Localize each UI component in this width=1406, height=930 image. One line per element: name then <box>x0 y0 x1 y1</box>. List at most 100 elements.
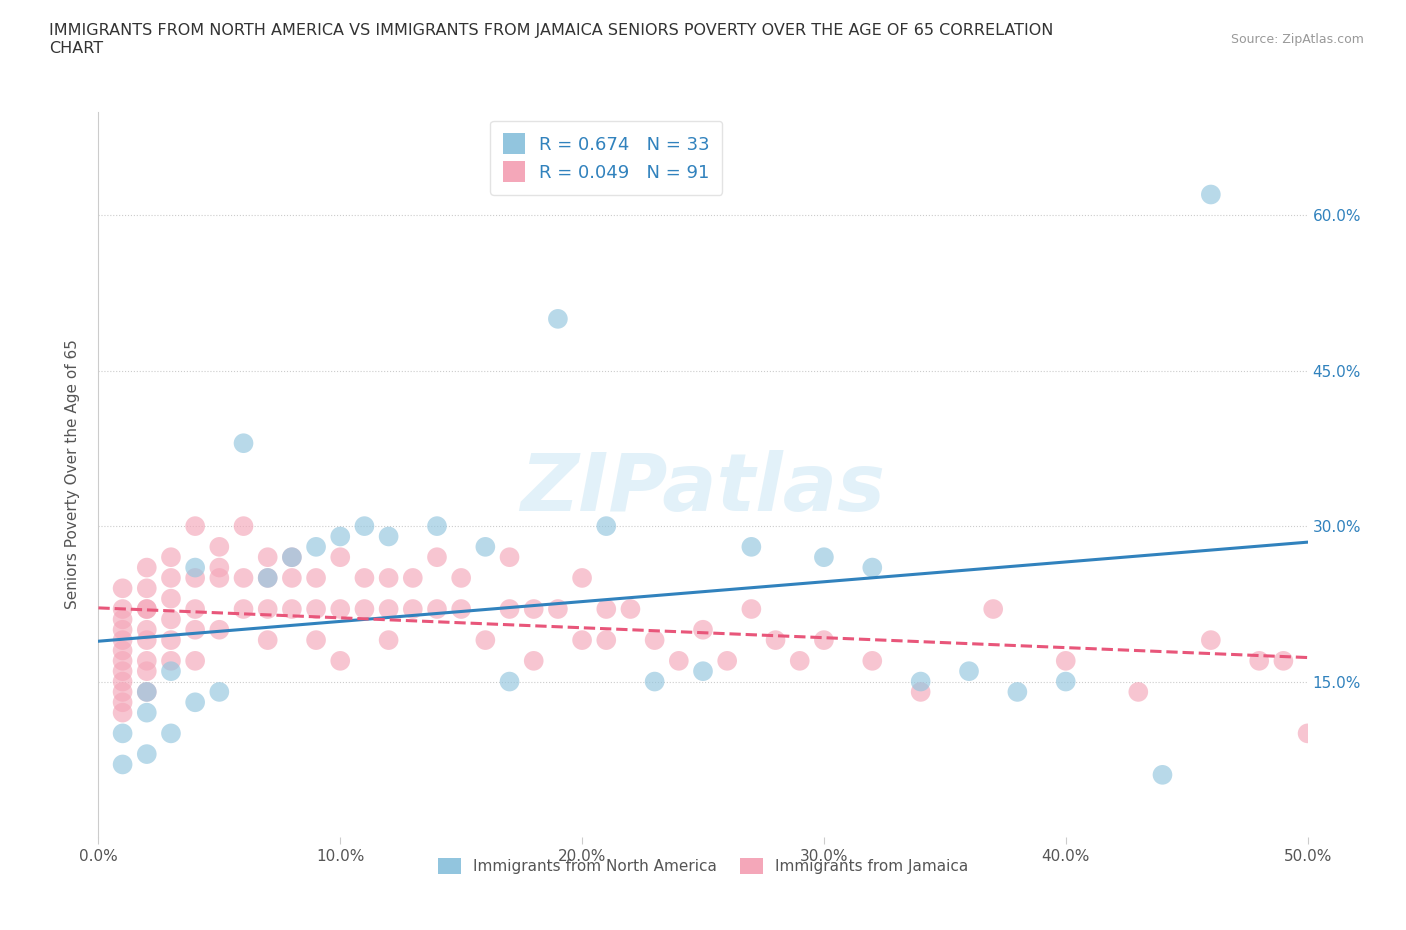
Point <box>402 570 425 585</box>
Point <box>860 560 883 575</box>
Point <box>740 602 762 617</box>
Point <box>523 654 546 669</box>
Point <box>498 550 520 565</box>
Point <box>329 654 352 669</box>
Point <box>135 602 157 617</box>
Point <box>450 570 472 585</box>
Point <box>111 757 134 772</box>
Point <box>208 622 231 637</box>
Point <box>184 519 207 534</box>
Point <box>523 602 546 617</box>
Point <box>208 684 231 699</box>
Point <box>498 674 520 689</box>
Point <box>450 602 472 617</box>
Point <box>910 684 932 699</box>
Point <box>1296 726 1319 741</box>
Point <box>377 570 399 585</box>
Point <box>111 632 134 647</box>
Point <box>305 539 328 554</box>
Point <box>208 539 231 554</box>
Point <box>256 632 278 647</box>
Point <box>111 612 134 627</box>
Point <box>571 632 593 647</box>
Point <box>111 654 134 669</box>
Point <box>160 570 183 585</box>
Point <box>1152 767 1174 782</box>
Point <box>716 654 738 669</box>
Point <box>184 560 207 575</box>
Point <box>547 602 569 617</box>
Point <box>910 674 932 689</box>
Point <box>184 570 207 585</box>
Point <box>232 519 254 534</box>
Point <box>426 602 449 617</box>
Point <box>1199 187 1222 202</box>
Text: Source: ZipAtlas.com: Source: ZipAtlas.com <box>1230 33 1364 46</box>
Point <box>1272 654 1295 669</box>
Point <box>135 747 157 762</box>
Point <box>135 632 157 647</box>
Point <box>329 529 352 544</box>
Point <box>860 654 883 669</box>
Point <box>1128 684 1150 699</box>
Point <box>498 602 520 617</box>
Point <box>765 632 787 647</box>
Point <box>160 591 183 606</box>
Point <box>813 550 835 565</box>
Point <box>353 602 375 617</box>
Point <box>135 664 157 679</box>
Point <box>957 664 980 679</box>
Point <box>160 612 183 627</box>
Point <box>377 602 399 617</box>
Point <box>740 539 762 554</box>
Point <box>692 664 714 679</box>
Point <box>135 684 157 699</box>
Point <box>281 550 304 565</box>
Point <box>135 684 157 699</box>
Point <box>232 570 254 585</box>
Point <box>353 570 375 585</box>
Point <box>208 570 231 585</box>
Point <box>1007 684 1029 699</box>
Point <box>1054 674 1077 689</box>
Point <box>402 602 425 617</box>
Point <box>644 674 666 689</box>
Point <box>135 560 157 575</box>
Point <box>692 622 714 637</box>
Point <box>160 654 183 669</box>
Point <box>377 632 399 647</box>
Point <box>329 602 352 617</box>
Point <box>256 602 278 617</box>
Point <box>353 519 375 534</box>
Point <box>813 632 835 647</box>
Point <box>571 570 593 585</box>
Point <box>184 622 207 637</box>
Point <box>135 705 157 720</box>
Point <box>644 632 666 647</box>
Point <box>184 695 207 710</box>
Text: IMMIGRANTS FROM NORTH AMERICA VS IMMIGRANTS FROM JAMAICA SENIORS POVERTY OVER TH: IMMIGRANTS FROM NORTH AMERICA VS IMMIGRA… <box>49 23 1053 56</box>
Point <box>160 632 183 647</box>
Point <box>547 312 569 326</box>
Point <box>111 622 134 637</box>
Point <box>135 581 157 596</box>
Point <box>160 550 183 565</box>
Point <box>474 632 496 647</box>
Point <box>426 519 449 534</box>
Point <box>305 632 328 647</box>
Point <box>619 602 641 617</box>
Point <box>111 705 134 720</box>
Point <box>426 550 449 565</box>
Text: ZIPatlas: ZIPatlas <box>520 450 886 528</box>
Legend: Immigrants from North America, Immigrants from Jamaica: Immigrants from North America, Immigrant… <box>432 852 974 880</box>
Point <box>111 695 134 710</box>
Point <box>1199 632 1222 647</box>
Point <box>281 602 304 617</box>
Point <box>595 632 617 647</box>
Point <box>111 664 134 679</box>
Point <box>281 550 304 565</box>
Point <box>305 570 328 585</box>
Point <box>256 570 278 585</box>
Point <box>111 602 134 617</box>
Point <box>111 674 134 689</box>
